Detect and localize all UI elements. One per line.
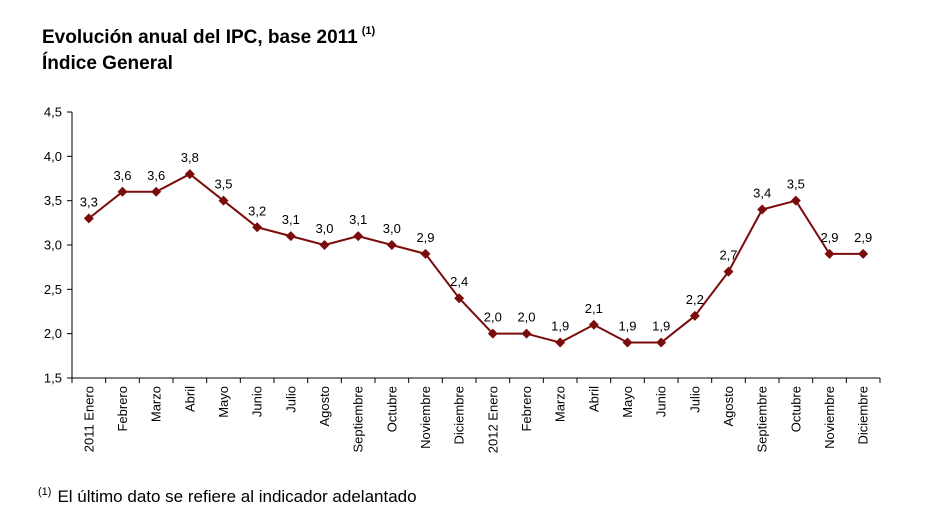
data-point-marker — [353, 231, 364, 242]
data-label: 2,9 — [854, 230, 872, 245]
data-label: 3,6 — [113, 168, 131, 183]
x-tick-label: Mayo — [216, 386, 231, 418]
data-label: 3,0 — [383, 221, 401, 236]
data-point-marker — [386, 240, 397, 250]
title-footnote-marker: (1) — [361, 25, 376, 37]
x-tick-label: Febrero — [115, 386, 130, 432]
data-label: 3,0 — [315, 221, 333, 236]
x-tick-label: Abril — [182, 386, 197, 412]
data-label: 3,1 — [349, 212, 367, 227]
x-tick-label: Noviembre — [418, 386, 433, 449]
data-point-marker — [555, 337, 566, 348]
x-tick-label: Junio — [250, 386, 265, 417]
y-tick-label: 4,0 — [44, 149, 62, 164]
y-tick-label: 3,5 — [44, 193, 62, 208]
data-point-marker — [117, 186, 128, 197]
data-label: 3,8 — [181, 150, 199, 165]
data-point-marker — [487, 328, 498, 339]
x-tick-label: Octubre — [384, 386, 399, 432]
data-point-marker — [723, 266, 734, 277]
data-point-marker — [656, 337, 667, 348]
x-tick-label: Julio — [283, 386, 298, 413]
x-tick-label: Diciembre — [856, 386, 871, 445]
y-tick-label: 3,0 — [44, 238, 62, 253]
data-label: 1,9 — [618, 319, 636, 334]
data-label: 3,3 — [80, 194, 98, 209]
data-point-marker — [454, 293, 465, 304]
data-point-marker — [622, 337, 633, 348]
data-point-marker — [285, 231, 296, 242]
x-tick-label: Marzo — [149, 386, 164, 422]
x-tick-label: Julio — [687, 386, 702, 413]
footnote-text: El último dato se refiere al indicador a… — [57, 487, 417, 506]
data-point-marker — [757, 204, 768, 215]
data-label: 3,4 — [753, 186, 771, 201]
data-point-marker — [319, 240, 330, 250]
x-tick-label: Mayo — [620, 386, 635, 418]
data-label: 2,7 — [719, 248, 737, 263]
x-tick-label: 2012 Enero — [485, 386, 500, 453]
data-point-marker — [824, 248, 835, 259]
chart-title-line: Evolución anual del IPC, base 2011 (1) — [42, 18, 375, 51]
chart-title: Evolución anual del IPC, base 2011 — [42, 27, 358, 48]
chart-title-block: Evolución anual del IPC, base 2011 (1) Ín… — [42, 18, 375, 77]
x-tick-label: 2011 Enero — [81, 386, 96, 452]
data-point-marker — [521, 328, 532, 339]
y-tick-label: 2,5 — [44, 282, 62, 297]
data-label: 2,2 — [686, 292, 704, 307]
data-point-marker — [184, 169, 195, 180]
x-tick-label: Noviembre — [822, 386, 837, 449]
data-label: 2,0 — [517, 310, 535, 325]
data-label: 2,0 — [484, 310, 502, 325]
data-point-marker — [689, 310, 700, 321]
x-tick-label: Diciembre — [452, 386, 467, 445]
data-label: 1,9 — [551, 319, 569, 334]
data-point-marker — [858, 248, 869, 259]
x-tick-label: Agosto — [721, 386, 736, 426]
data-label: 2,1 — [585, 301, 603, 316]
data-point-marker — [790, 195, 801, 206]
y-tick-label: 1,5 — [44, 371, 62, 386]
data-point-marker — [151, 186, 162, 197]
data-label: 3,5 — [787, 177, 805, 192]
data-label: 3,2 — [248, 203, 266, 218]
data-point-marker — [588, 319, 599, 330]
x-tick-label: Marzo — [553, 386, 568, 422]
data-point-marker — [252, 222, 263, 233]
y-tick-label: 4,5 — [44, 105, 62, 120]
x-tick-label: Junio — [654, 386, 669, 417]
data-label: 2,9 — [820, 230, 838, 245]
x-tick-label: Septiembre — [351, 386, 366, 452]
data-label: 3,5 — [214, 177, 232, 192]
data-label: 1,9 — [652, 319, 670, 334]
data-point-marker — [83, 213, 94, 224]
data-label: 3,1 — [282, 212, 300, 227]
data-label: 2,9 — [416, 230, 434, 245]
data-label: 3,6 — [147, 168, 165, 183]
x-tick-label: Septiembre — [755, 386, 770, 452]
data-point-marker — [218, 195, 229, 206]
x-tick-label: Febrero — [519, 386, 534, 432]
data-label: 2,4 — [450, 274, 468, 289]
data-point-marker — [420, 248, 431, 259]
x-tick-label: Octubre — [788, 386, 803, 432]
x-tick-label: Agosto — [317, 386, 332, 426]
chart-subtitle: Índice General — [42, 53, 173, 74]
x-tick-label: Abril — [586, 386, 601, 412]
footnote: (1) El último dato se refiere al indicado… — [38, 486, 417, 507]
y-tick-label: 2,0 — [44, 326, 62, 341]
footnote-marker: (1) — [38, 486, 52, 498]
series-line — [88, 173, 864, 344]
